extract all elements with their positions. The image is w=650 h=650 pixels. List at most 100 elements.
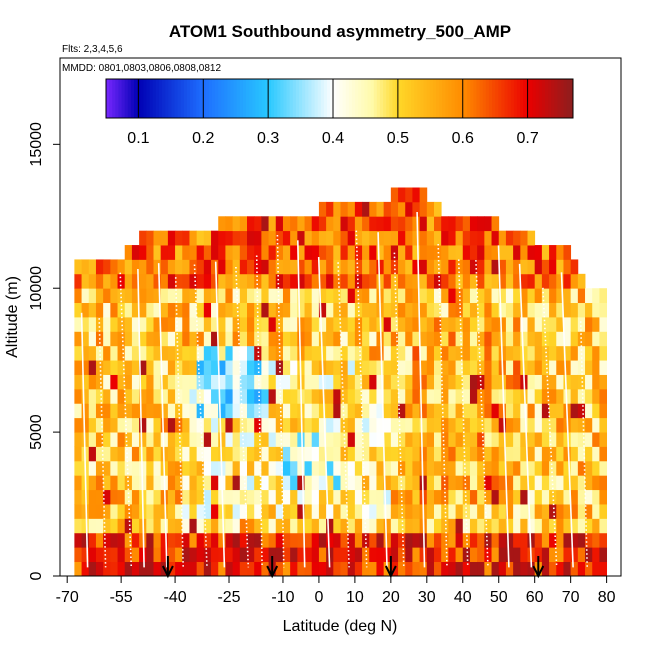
heatmap-cell — [225, 317, 234, 332]
heatmap-cell — [304, 288, 313, 304]
heatmap-cell — [275, 504, 284, 519]
heatmap-cell — [541, 489, 550, 505]
heatmap-cell — [527, 489, 536, 505]
heatmap-cell — [117, 547, 126, 563]
heatmap-cell — [390, 245, 399, 260]
heatmap-cell — [448, 547, 456, 563]
heatmap-cell — [282, 360, 291, 375]
heatmap-cell — [239, 216, 248, 232]
heatmap-cell — [390, 460, 399, 476]
heatmap-cell — [455, 317, 464, 332]
heatmap-cell — [426, 201, 435, 217]
flight-track — [457, 259, 469, 568]
heatmap-cell — [577, 561, 586, 576]
heatmap-cell — [247, 331, 255, 347]
heatmap-cell — [477, 417, 485, 433]
heatmap-cell — [311, 230, 320, 246]
heatmap-cell — [505, 446, 514, 462]
y-tick-label: 15000 — [28, 122, 45, 167]
heatmap-cell — [261, 388, 269, 404]
heatmap-cell — [297, 230, 305, 246]
heatmap-cell — [189, 288, 198, 304]
heatmap-cell — [448, 345, 456, 361]
heatmap-cell — [441, 259, 449, 275]
colorbar-swatch — [532, 79, 537, 118]
heatmap-cell — [477, 561, 485, 576]
heatmap-cell — [354, 403, 363, 419]
heatmap-cell — [218, 374, 226, 390]
heatmap-cell — [175, 302, 183, 318]
heatmap-cell — [534, 317, 543, 332]
heatmap-cell — [448, 460, 456, 476]
heatmap-cell — [196, 489, 205, 505]
heatmap-cell — [570, 489, 579, 505]
heatmap-cell — [182, 561, 190, 576]
heatmap-cell — [426, 360, 435, 375]
heatmap-cell — [318, 446, 327, 462]
heatmap-cell — [196, 532, 205, 548]
colorbar-swatch — [252, 79, 256, 118]
heatmap-cell — [455, 259, 464, 275]
colorbar-swatch — [563, 79, 568, 118]
heatmap-cell — [549, 446, 557, 462]
heatmap-cell — [369, 259, 377, 275]
heatmap-cell — [354, 518, 363, 534]
heatmap-cell — [505, 230, 514, 246]
heatmap-cell — [354, 532, 363, 548]
colorbar-swatch — [367, 79, 372, 118]
heatmap-cell — [405, 417, 413, 433]
heatmap-cell — [340, 230, 349, 246]
heatmap-cell — [232, 259, 241, 275]
heatmap-cell — [491, 288, 500, 304]
colorbar-tick-label: 0.4 — [322, 130, 344, 147]
heatmap-cell — [556, 504, 564, 519]
heatmap-cell — [88, 374, 97, 390]
heatmap-cell — [232, 245, 241, 260]
heatmap-cell — [383, 273, 392, 289]
heatmap-cell — [203, 532, 212, 548]
heatmap-cell — [239, 388, 248, 404]
x-tick-label: 0 — [314, 589, 323, 606]
heatmap-cell — [448, 475, 456, 491]
heatmap-cell — [592, 561, 600, 576]
heatmap-cell — [513, 245, 521, 260]
heatmap-cell — [182, 518, 190, 534]
heatmap-cell — [110, 317, 118, 332]
heatmap-cell — [146, 302, 154, 318]
heatmap-cell — [175, 259, 183, 275]
heatmap-cell — [203, 475, 212, 491]
heatmap-cell — [570, 547, 579, 563]
heatmap-cell — [318, 230, 327, 246]
heatmap-cell — [124, 532, 133, 548]
heatmap-cell — [549, 504, 557, 519]
heatmap-cell — [203, 446, 212, 462]
heatmap-cell — [333, 360, 341, 375]
heatmap-cell — [455, 561, 464, 576]
heatmap-cell — [383, 518, 392, 534]
heatmap-cell — [282, 432, 291, 447]
heatmap-cell — [340, 331, 349, 347]
colorbar-swatch — [541, 79, 546, 118]
heatmap-cell — [74, 288, 82, 304]
colorbar-tick-label: 0.1 — [127, 130, 149, 147]
heatmap-cell — [254, 446, 262, 462]
heatmap-cell — [139, 374, 147, 390]
colorbar-swatch — [345, 79, 350, 118]
colorbar-swatch — [373, 79, 378, 118]
heatmap-cell — [347, 345, 356, 361]
heatmap-cell — [520, 446, 528, 462]
heatmap-cell — [376, 417, 385, 433]
heatmap-cell — [290, 475, 298, 491]
heatmap-cell — [419, 432, 428, 447]
heatmap-cell — [556, 288, 564, 304]
heatmap-cell — [175, 345, 183, 361]
heatmap-cell — [448, 259, 456, 275]
heatmap-cell — [398, 187, 406, 203]
heatmap-cell — [469, 259, 478, 275]
heatmap-cell — [131, 475, 140, 491]
heatmap-cell — [419, 187, 428, 203]
heatmap-cell — [175, 446, 183, 462]
heatmap-cell — [261, 432, 269, 447]
heatmap-cell — [556, 345, 564, 361]
heatmap-cell — [225, 388, 234, 404]
